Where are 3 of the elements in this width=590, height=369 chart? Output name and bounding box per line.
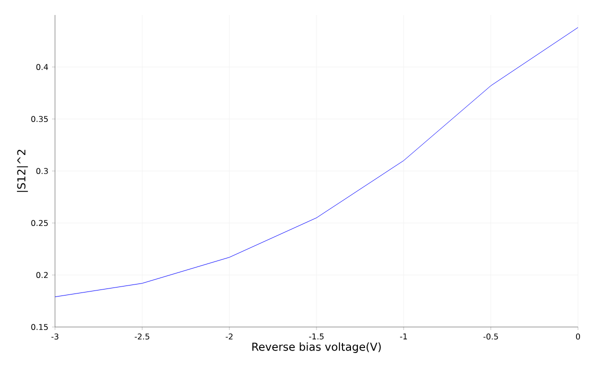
y-axis-title: |S12|^2 [16,150,28,192]
line-series [55,27,578,298]
x-axis-title: Reverse bias voltage(V) [252,342,381,353]
